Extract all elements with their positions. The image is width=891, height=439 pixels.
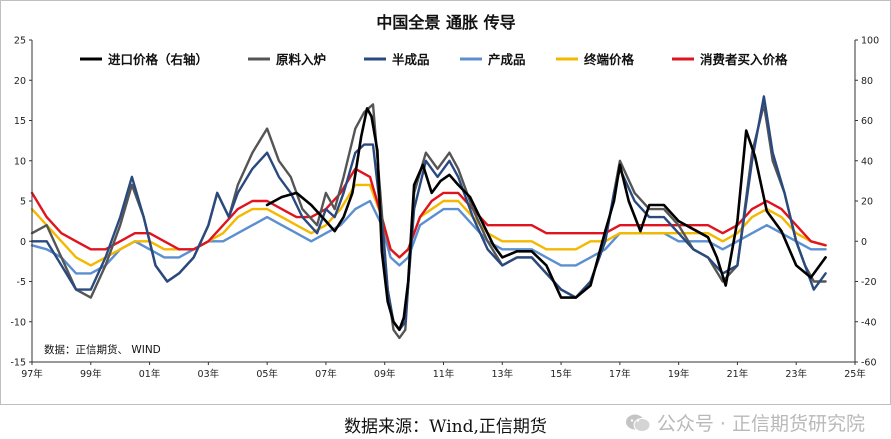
legend: 进口价格（右轴） 原料入炉 半成品 产成品 终端价格 消费者买入价格 — [80, 52, 788, 67]
x-tick-label: 13年 — [491, 368, 513, 380]
x-tick-label: 11年 — [433, 368, 455, 380]
plot-area: 25 20 15 10 5 0 -5 -10 -15 100 80 60 40 20 0 -20 -40 -60… — [10, 36, 879, 381]
right-tick-label: -40 — [861, 317, 877, 328]
left-tick-label: 5 — [20, 197, 26, 208]
caption-bar: 数据来源：Wind,正信期货 公众号 · 正信期货研究院 — [0, 406, 891, 438]
left-tick-label: 0 — [20, 237, 26, 248]
chart-title: 中国全景 通胀 传导 — [376, 13, 515, 32]
x-tick-label: 07年 — [315, 368, 337, 380]
right-tick-label: 20 — [861, 197, 873, 208]
inner-source-note: 数据：正信期货、 WIND — [44, 343, 161, 356]
x-tick-label: 15年 — [550, 368, 572, 380]
x-tick-label: 09年 — [374, 368, 396, 380]
legend-label: 半成品 — [392, 52, 430, 67]
left-tick-label: 20 — [14, 76, 26, 87]
series-line-0 — [265, 107, 827, 332]
x-tick-label: 97年 — [21, 368, 43, 380]
legend-label: 产成品 — [488, 52, 526, 67]
right-tick-label: 80 — [861, 76, 873, 87]
left-y-ticks: 25 20 15 10 5 0 -5 -10 -15 — [10, 36, 32, 369]
x-tick-label: 25年 — [844, 368, 866, 380]
x-tick-label: 03年 — [198, 368, 220, 380]
legend-label: 消费者买入价格 — [700, 52, 788, 67]
right-tick-label: 40 — [861, 156, 873, 167]
x-tick-label: 99年 — [80, 368, 102, 380]
chart: 中国全景 通胀 传导 进口价格（右轴） 原料入炉 半成品 产成品 终端价格 消费者买入价格… — [0, 0, 891, 405]
x-tick-label: 21年 — [727, 368, 749, 380]
right-tick-label: 0 — [861, 237, 867, 248]
left-tick-label: 15 — [14, 116, 26, 127]
series-line-2 — [30, 95, 827, 331]
x-tick-label: 19年 — [668, 368, 690, 380]
watermark: 公众号 · 正信期货研究院 — [625, 409, 865, 436]
left-tick-label: -15 — [10, 358, 26, 369]
x-tick-label: 23年 — [785, 368, 807, 380]
x-tick-label: 05年 — [256, 368, 278, 380]
legend-label: 原料入炉 — [276, 52, 326, 67]
left-tick-label: -10 — [10, 317, 26, 328]
right-tick-label: -20 — [861, 277, 877, 288]
legend-label: 终端价格 — [584, 52, 635, 67]
left-tick-label: -5 — [17, 277, 26, 288]
right-tick-label: 60 — [861, 116, 873, 127]
data-source-caption: 数据来源：Wind,正信期货 — [344, 417, 547, 437]
series-layer — [30, 95, 827, 340]
left-tick-label: 25 — [14, 36, 26, 47]
right-y-ticks: 100 80 60 40 20 0 -20 -40 -60 — [855, 36, 879, 369]
legend-label: 进口价格（右轴） — [108, 52, 208, 67]
right-tick-label: -60 — [861, 358, 877, 369]
x-tick-label: 17年 — [609, 368, 631, 380]
x-ticks: 97年 99年 01年 03年 05年 07年 09年 11年 13年 15年 17年 19年 21年 2… — [21, 362, 866, 380]
watermark-text: 公众号 · 正信期货研究院 — [656, 413, 865, 435]
wechat-icon — [625, 414, 651, 432]
right-tick-label: 100 — [861, 36, 879, 47]
left-tick-label: 10 — [14, 156, 26, 167]
chart-frame — [0, 0, 891, 405]
x-tick-label: 01年 — [139, 368, 161, 380]
